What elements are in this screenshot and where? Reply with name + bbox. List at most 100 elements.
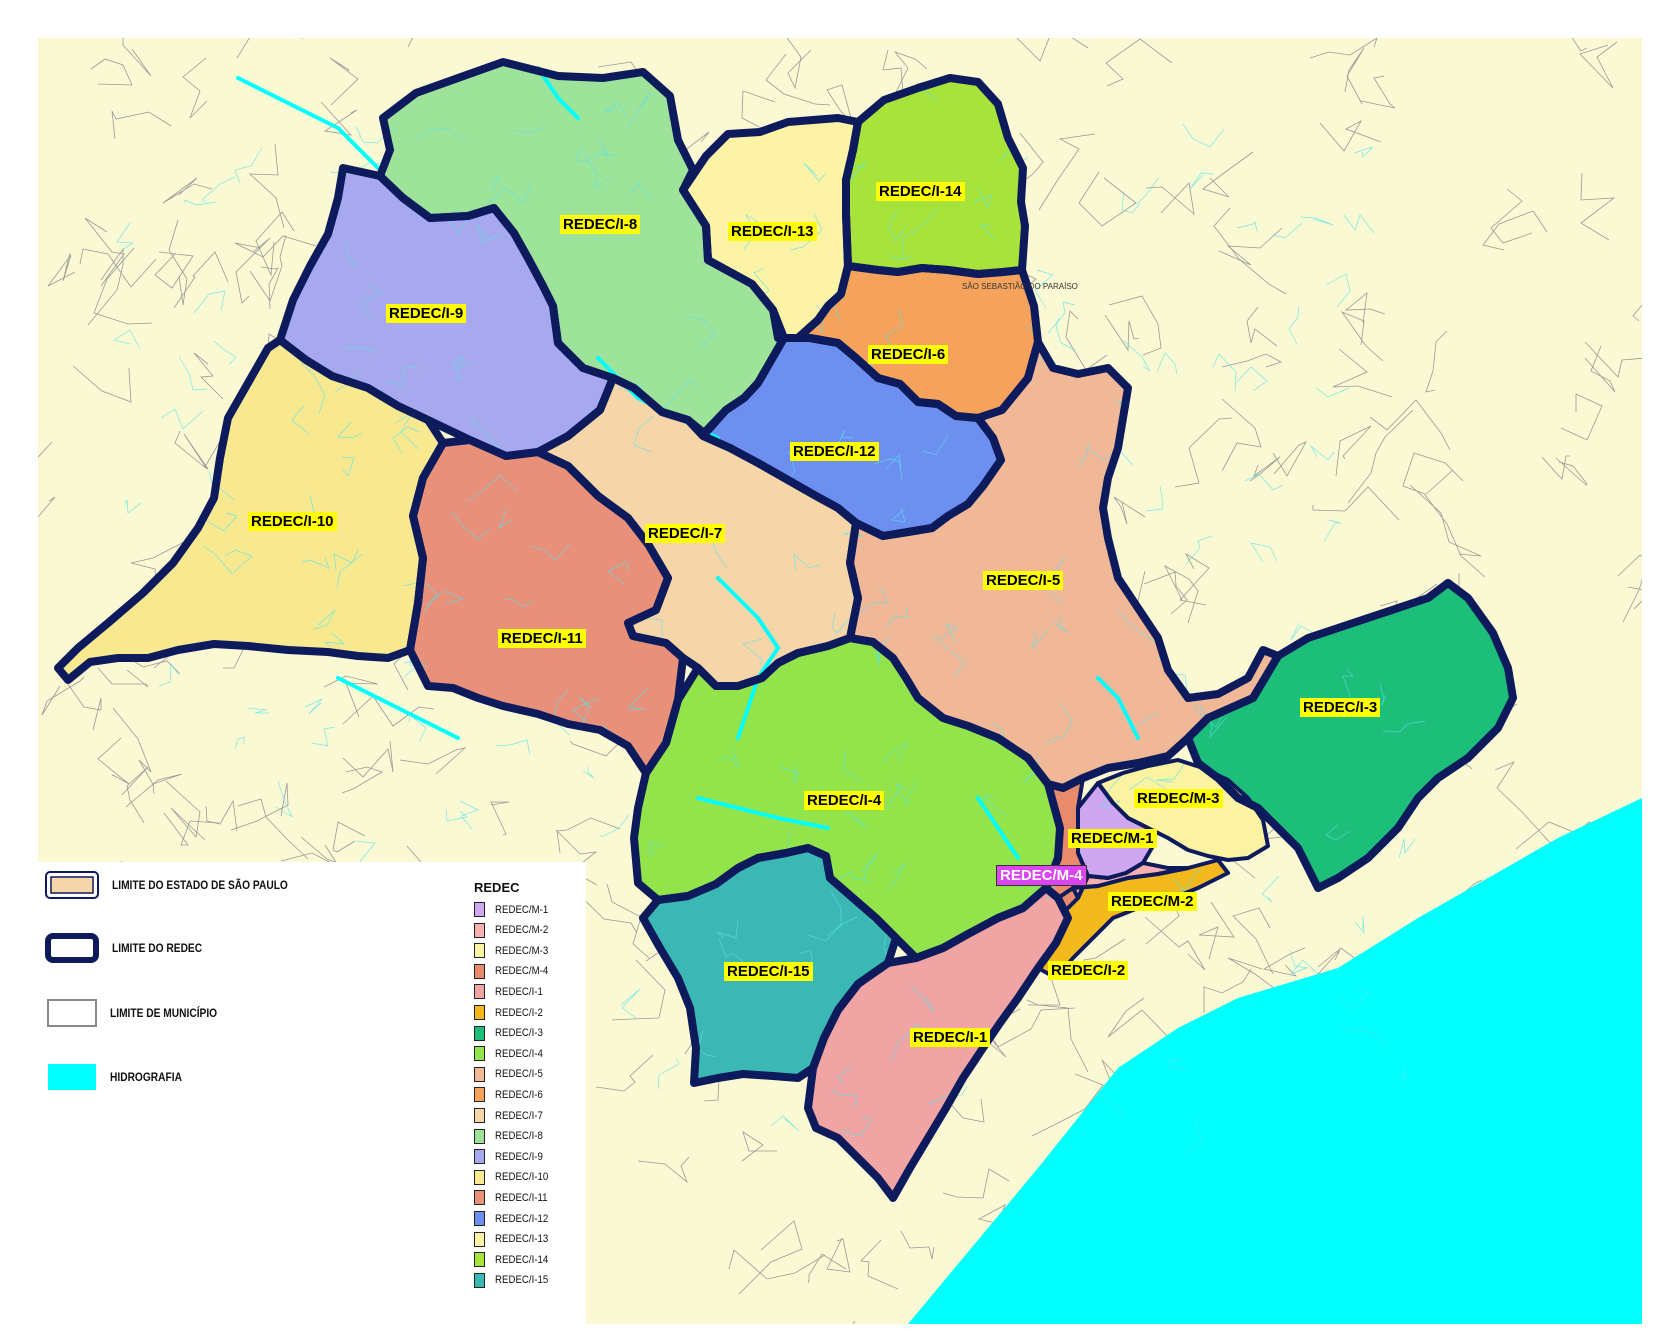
- stream-line: [386, 366, 419, 386]
- stream-line: [291, 405, 311, 436]
- border-i1: [804, 884, 1072, 1202]
- stream-line: [980, 224, 995, 240]
- stream-line: [1379, 684, 1387, 706]
- municipal-line: [79, 248, 157, 288]
- municipal-line: [1203, 968, 1252, 1013]
- legend-label-redec-limit: LIMITE DO REDEC: [112, 941, 203, 955]
- municipal-line: [1179, 552, 1210, 606]
- municipal-line: [1262, 947, 1306, 977]
- legend-redec-label: REDEC/M-2: [495, 924, 549, 937]
- stream-line: [178, 356, 208, 391]
- legend-redec-label: REDEC/M-4: [495, 965, 549, 978]
- label-redec-i-11: REDEC/I-11: [498, 629, 586, 648]
- stream-line: [1337, 984, 1369, 1011]
- stream-line: [113, 329, 141, 350]
- redec-limit-icon: [45, 933, 99, 963]
- hydrography-icon: [48, 1064, 96, 1090]
- legend-redec-label: REDEC/I-7: [495, 1109, 543, 1122]
- legend-redec-row: REDEC/M-4: [474, 962, 556, 981]
- legend-redec-label: REDEC/I-5: [495, 1068, 543, 1081]
- legend-item-hydrography: HIDROGRAFIA: [46, 1062, 195, 1092]
- municipal-line: [786, 38, 812, 90]
- legend-swatch: [474, 902, 485, 917]
- municipal-line: [1312, 486, 1400, 521]
- legend-redec-label: REDEC/M-3: [495, 944, 549, 957]
- stream-line: [1382, 720, 1426, 733]
- label-redec-i-7: REDEC/I-7: [645, 524, 726, 543]
- legend-swatch: [474, 1252, 485, 1268]
- legend-swatch: [474, 1066, 485, 1082]
- label-redec-m-4: REDEC/M-4: [996, 865, 1087, 886]
- stream-line: [513, 126, 542, 134]
- stream-line: [1290, 959, 1322, 978]
- municipal-line: [1409, 484, 1482, 557]
- stream-line: [234, 147, 263, 184]
- label-redec-i-8: REDEC/I-8: [560, 215, 641, 234]
- river-line: [976, 796, 1020, 860]
- municipal-line: [1272, 441, 1307, 477]
- municipal-line: [173, 251, 229, 309]
- stream-line: [931, 634, 967, 677]
- stream-line: [630, 180, 653, 200]
- stream-line: [910, 984, 935, 1013]
- stream-line: [476, 224, 502, 244]
- municipal-line: [1344, 292, 1386, 324]
- stream-line: [300, 362, 326, 414]
- legend-redec-row: REDEC/I-12: [474, 1209, 556, 1228]
- redec-regions: [58, 62, 1513, 1198]
- municipal-line: [738, 1220, 803, 1295]
- legend-redec-row: REDEC/I-2: [474, 1003, 549, 1022]
- stream-line: [753, 267, 770, 296]
- label-redec-i-10: REDEC/I-10: [248, 512, 337, 531]
- legend-item-redec-limit: LIMITE DO REDEC: [44, 932, 218, 964]
- legend-swatch: [474, 1025, 485, 1041]
- region-i10: [58, 340, 443, 680]
- stream-line: [1164, 1058, 1188, 1072]
- stream-line: [451, 511, 491, 540]
- stream-line: [1342, 1030, 1388, 1049]
- municipal-line: [1143, 571, 1188, 615]
- stream-line: [530, 543, 571, 561]
- region-i6: [798, 266, 1038, 418]
- municipal-line: [1541, 455, 1570, 480]
- municipal-line: [611, 959, 666, 1021]
- stream-line: [183, 199, 217, 206]
- stream-line: [203, 512, 238, 532]
- municipal-line: [1402, 452, 1464, 495]
- stream-line: [901, 208, 939, 259]
- stream-line: [456, 360, 470, 381]
- municipal-line: [125, 773, 183, 808]
- municipal-line: [1202, 151, 1254, 198]
- municipal-line: [332, 821, 366, 853]
- municipal-line: [1078, 171, 1137, 227]
- stream-line: [1398, 838, 1416, 859]
- legend-redec-row: REDEC/I-7: [474, 1106, 549, 1125]
- stream-line: [116, 222, 135, 251]
- stream-line: [445, 808, 468, 822]
- stream-line: [1288, 305, 1300, 345]
- stream-line: [716, 920, 739, 939]
- municipal-line: [1038, 133, 1096, 211]
- stream-line: [504, 598, 535, 608]
- stream-line: [275, 780, 293, 818]
- stream-line: [1100, 1083, 1125, 1119]
- municipal-line: [728, 1249, 826, 1280]
- stream-line: [1121, 190, 1141, 214]
- stream-line: [1031, 629, 1049, 649]
- region-i14: [846, 78, 1025, 274]
- legend-label-municipality-limit: LIMITE DE MUNICÍPIO: [110, 1006, 218, 1020]
- stream-line: [888, 863, 906, 890]
- legend-swatch: [474, 1272, 485, 1288]
- stream-line: [495, 739, 531, 756]
- municipal-line: [1107, 997, 1175, 1044]
- legend-redec-row: REDEC/M-1: [474, 900, 556, 919]
- stream-line: [416, 127, 466, 142]
- label-redec-m-1: REDEC/M-1: [1068, 829, 1157, 848]
- legend-swatch: [474, 1169, 485, 1185]
- stream-line: [1156, 352, 1178, 375]
- municipal-line: [556, 817, 621, 854]
- stream-line: [973, 189, 992, 209]
- municipal-line: [407, 38, 413, 48]
- stream-line: [607, 561, 630, 585]
- stream-line: [645, 841, 665, 856]
